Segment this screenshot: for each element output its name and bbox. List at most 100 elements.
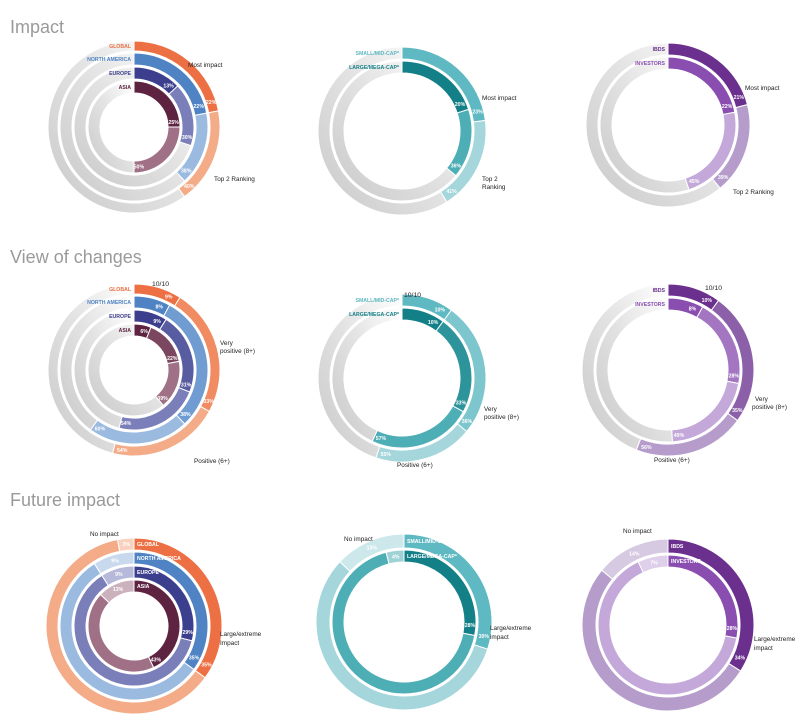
segment-top2 bbox=[684, 111, 737, 191]
data-label: 35% bbox=[189, 656, 200, 662]
donut-charts: 22% 40% GLOBAL 22% 38% NORTH AMERICA 13% 30% EUR… bbox=[45, 40, 755, 715]
segment-top2 bbox=[711, 103, 751, 189]
legend-europe: EUROPE bbox=[109, 71, 131, 77]
data-label: 22% bbox=[206, 100, 217, 106]
data-label: 9% bbox=[165, 295, 173, 301]
label-large-extreme: Large/extreme bbox=[754, 636, 796, 643]
segment-positive bbox=[371, 405, 465, 449]
label-positive-6: Positive (6+) bbox=[194, 458, 230, 465]
data-label: 22% bbox=[194, 104, 205, 110]
data-label: 38% bbox=[180, 412, 191, 418]
data-label: 57% bbox=[376, 436, 387, 442]
data-label: 31% bbox=[181, 382, 192, 388]
data-label: 33% bbox=[203, 399, 214, 405]
data-label: 21% bbox=[734, 95, 745, 101]
data-label: 36% bbox=[462, 419, 473, 425]
segment-no-impact bbox=[637, 554, 669, 574]
segment-positive bbox=[89, 414, 186, 445]
label-impact: Impact bbox=[220, 640, 239, 647]
data-label: 25% bbox=[169, 120, 180, 126]
label-large-extreme: Large/extreme bbox=[220, 631, 262, 638]
label-ten: 10/10 bbox=[152, 281, 169, 288]
label-ten: 10/10 bbox=[404, 292, 421, 299]
label-top2-ranking: Top 2 Ranking bbox=[214, 176, 255, 183]
data-label: 54% bbox=[117, 448, 128, 454]
legend-global: GLOBAL bbox=[137, 542, 160, 548]
label-very: Very bbox=[220, 340, 234, 347]
data-label: 55% bbox=[381, 452, 392, 458]
data-label: 9% bbox=[111, 559, 119, 565]
legend-north-america: NORTH AMERICA bbox=[137, 556, 181, 562]
donut-chart-5: 10% 36% 55% SMALL/MID-CAP* 10% 33% 57% LARGE/ME… bbox=[317, 293, 487, 463]
data-label: 13% bbox=[113, 587, 124, 593]
legend-asia: ASIA bbox=[137, 584, 150, 590]
data-label: 13% bbox=[163, 83, 174, 89]
label-most-impact: Most impact bbox=[482, 95, 517, 102]
data-label: 30% bbox=[479, 634, 490, 640]
legend-ibds: IBDS bbox=[671, 544, 684, 550]
data-label: 36% bbox=[451, 163, 462, 169]
legend-small-mid-cap-: SMALL/MID-CAP* bbox=[355, 51, 399, 57]
label-positive-6: Positive (6+) bbox=[397, 462, 433, 469]
data-label: 54% bbox=[121, 421, 132, 427]
data-label: 22% bbox=[167, 356, 178, 362]
segment-no-impact bbox=[601, 538, 669, 580]
data-label: 9% bbox=[153, 319, 161, 325]
label-no-impact: No impact bbox=[90, 531, 119, 538]
legend-large-mega-cap-: LARGE/MEGA-CAP* bbox=[407, 554, 458, 560]
segment-positive bbox=[375, 423, 468, 463]
label-large-extreme: Large/extreme bbox=[490, 625, 532, 632]
data-label: 10% bbox=[428, 320, 439, 326]
label-impact: impact bbox=[490, 634, 509, 641]
data-label: 14% bbox=[629, 551, 640, 557]
data-label: 8% bbox=[156, 305, 164, 311]
legend-large-mega-cap-: LARGE/MEGA-CAP* bbox=[349, 65, 400, 71]
segment-no-impact bbox=[99, 579, 135, 604]
legend-asia: ASIA bbox=[119, 328, 132, 334]
data-label: 49% bbox=[674, 433, 685, 439]
legend-north-america: NORTH AMERICA bbox=[87, 300, 131, 306]
data-label: 6% bbox=[140, 329, 148, 335]
data-label: 3% bbox=[123, 542, 131, 548]
section-title-view-of-changes: View of changes bbox=[10, 247, 142, 267]
donut-chart-4: 9% 33% 54% GLOBAL 8% 38% 60% NORTH AMERICA 9% 31%… bbox=[47, 283, 221, 457]
data-label: 28% bbox=[729, 373, 740, 379]
segment-no-impact bbox=[385, 549, 405, 565]
data-label: 13% bbox=[367, 545, 378, 551]
legend-small-mid-cap-: SMALL/MID-CAP* bbox=[407, 539, 451, 545]
legend-investors: INVESTORS bbox=[635, 61, 665, 67]
label-very: Very bbox=[484, 406, 498, 413]
data-label: 38% bbox=[181, 168, 192, 174]
segment-top2 bbox=[175, 112, 209, 182]
data-label: 28% bbox=[727, 626, 738, 632]
data-label: 35% bbox=[732, 408, 743, 414]
data-label: 43% bbox=[151, 657, 162, 663]
label-top2: Top 2 bbox=[482, 176, 498, 183]
segment-top2 bbox=[133, 126, 181, 174]
data-label: 40% bbox=[184, 184, 195, 190]
data-label: 41% bbox=[446, 189, 457, 195]
data-label: 60% bbox=[95, 427, 106, 433]
donut-chart-6: 10% 35% 56% IBDS 8% 28% 49% INVESTORS bbox=[581, 283, 755, 457]
segment-no-impact bbox=[101, 565, 135, 587]
segment-positive bbox=[671, 380, 740, 443]
segment-positive bbox=[154, 360, 181, 407]
label-impact: impact bbox=[754, 645, 773, 652]
label-ranking: Ranking bbox=[482, 184, 506, 191]
label-positive-8: positive (8+) bbox=[484, 414, 519, 421]
data-label: 50% bbox=[134, 165, 145, 171]
data-label: 22% bbox=[722, 104, 733, 110]
donut-chart-1: 22% 40% GLOBAL 22% 38% NORTH AMERICA 13% 30% EUR… bbox=[47, 40, 221, 214]
data-label: 10% bbox=[702, 298, 713, 304]
segment-no-impact bbox=[93, 551, 135, 575]
data-label: 9% bbox=[115, 572, 123, 578]
data-label: 45% bbox=[689, 179, 700, 185]
legend-investors: INVESTORS bbox=[635, 302, 665, 308]
data-label: 7% bbox=[650, 560, 658, 566]
data-label: 33% bbox=[456, 401, 467, 407]
data-label: 23% bbox=[472, 110, 483, 116]
label-ten: 10/10 bbox=[705, 285, 722, 292]
segment-remainder bbox=[87, 323, 165, 417]
section-title-impact: Impact bbox=[10, 17, 64, 37]
